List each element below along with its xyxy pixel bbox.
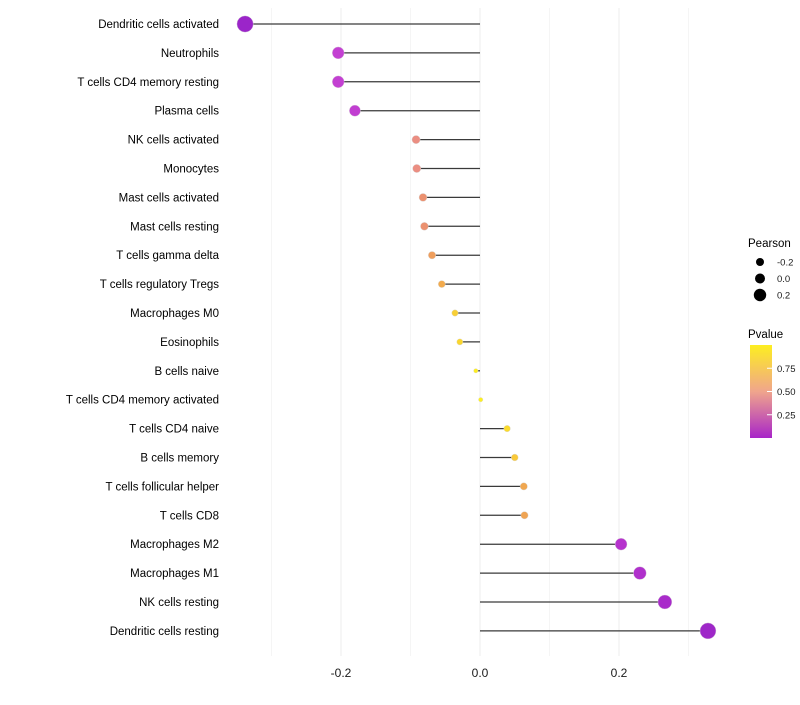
category-label: Macrophages M0 (130, 308, 219, 320)
x-axis-tick-labels: -0.2 0.0 0.2 (331, 666, 628, 680)
pearson-size-legend: Pearson -0.2 0.0 0.2 (748, 238, 793, 302)
data-point (699, 622, 717, 640)
data-point (657, 594, 673, 610)
data-point (332, 75, 345, 88)
data-point (520, 511, 529, 520)
category-label: Dendritic cells resting (110, 626, 219, 638)
data-point (349, 104, 361, 117)
size-legend-dot (755, 273, 765, 284)
category-label: T cells CD4 naive (129, 424, 219, 436)
data-point (503, 425, 511, 433)
data-point (412, 164, 422, 173)
pvalue-color-legend: Pvalue 0.75 0.50 0.25 (748, 329, 796, 438)
category-label: T cells CD4 memory resting (77, 77, 219, 89)
category-label: T cells gamma delta (116, 250, 219, 262)
size-legend-dot (756, 258, 764, 266)
category-label: Neutrophils (161, 48, 219, 60)
color-legend-tick-label: 0.75 (777, 364, 796, 375)
data-point (418, 193, 428, 202)
x-tick-label: 0.2 (611, 666, 628, 680)
data-point (420, 222, 429, 231)
size-legend-label: 0.2 (777, 291, 790, 302)
category-label: Plasma cells (154, 106, 219, 118)
color-legend-tick-label: 0.50 (777, 387, 796, 398)
gridlines (271, 8, 689, 656)
category-label: T cells regulatory Tregs (100, 279, 220, 291)
category-label: T cells CD4 memory activated (66, 395, 219, 407)
data-point (411, 135, 421, 144)
category-label: T cells CD8 (160, 510, 219, 522)
data-point (478, 397, 484, 403)
category-label: Macrophages M2 (130, 539, 219, 551)
color-legend-title: Pvalue (748, 329, 783, 341)
size-legend-label: 0.0 (777, 274, 790, 285)
stem-lines (245, 23, 708, 632)
category-label: Macrophages M1 (130, 568, 219, 580)
size-legend-title: Pearson (748, 238, 791, 250)
data-point (633, 566, 647, 580)
data-point (614, 538, 628, 551)
category-axis-labels: Dendritic cells activated Neutrophils T ce… (66, 19, 220, 638)
category-label: Eosinophils (160, 337, 219, 349)
category-label: NK cells resting (139, 597, 219, 609)
category-label: Mast cells resting (130, 221, 219, 233)
category-label: Dendritic cells activated (98, 19, 219, 31)
data-point (511, 453, 519, 462)
data-point (451, 309, 459, 317)
category-label: B cells memory (140, 453, 219, 465)
color-legend-gradient-bar (750, 345, 772, 438)
data-point (519, 482, 528, 491)
x-tick-label: 0.0 (472, 666, 489, 680)
category-label: Mast cells activated (119, 192, 219, 204)
data-point (438, 280, 446, 288)
size-legend-dot (753, 288, 767, 302)
data-point (332, 46, 345, 60)
color-legend-tick-label: 0.25 (777, 410, 796, 421)
data-point (473, 368, 479, 374)
size-legend-label: -0.2 (777, 258, 793, 269)
category-label: B cells naive (154, 366, 219, 378)
data-points (236, 15, 717, 640)
category-label: Monocytes (163, 164, 219, 176)
data-point (428, 251, 436, 260)
data-point (456, 338, 464, 346)
category-label: NK cells activated (128, 135, 219, 147)
category-label: T cells follicular helper (105, 481, 219, 493)
data-point (236, 15, 254, 33)
x-tick-label: -0.2 (331, 666, 352, 680)
